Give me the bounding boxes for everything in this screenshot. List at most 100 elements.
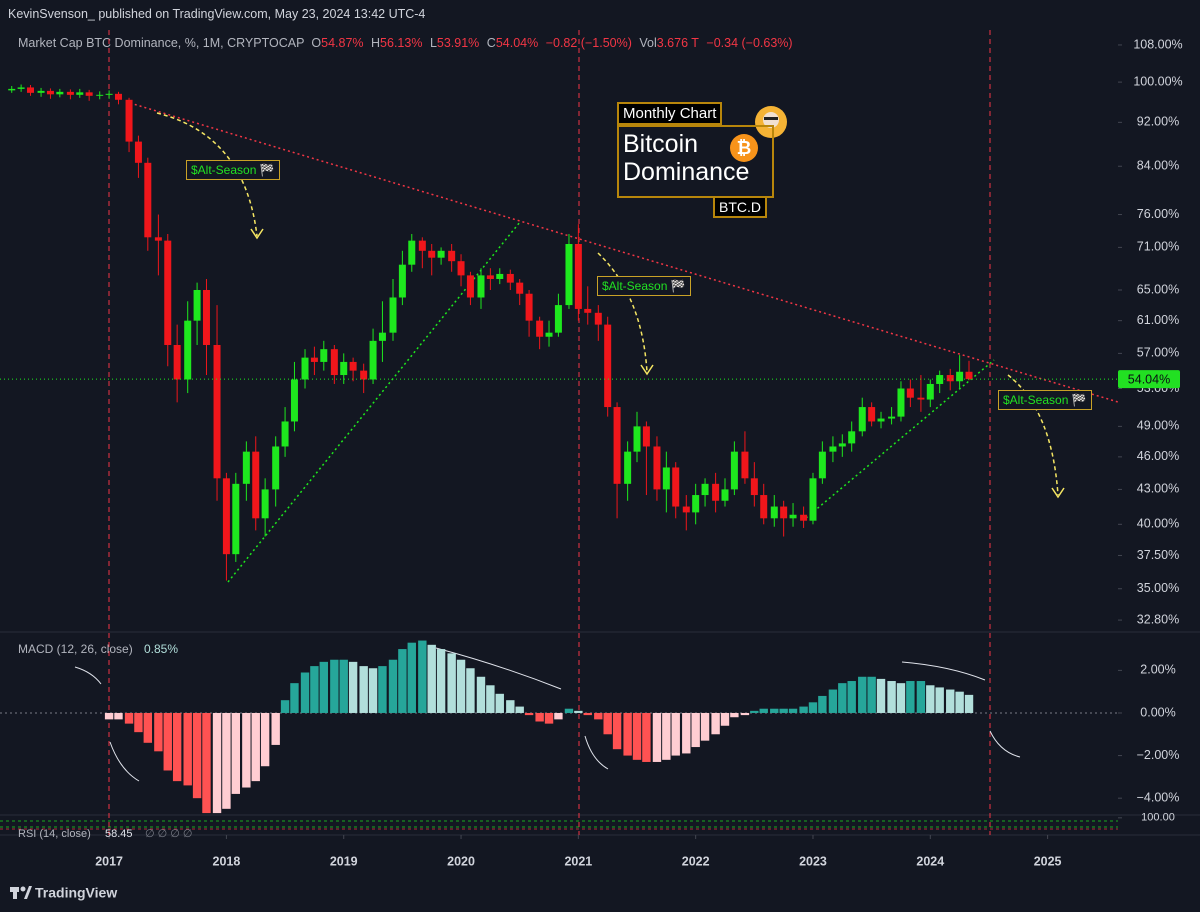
- macd-bar: [730, 712, 739, 718]
- candle-body: [418, 240, 426, 251]
- macd-bar: [319, 661, 328, 713]
- annotation: $Alt-Season 🏁: [998, 390, 1092, 410]
- candle-body: [37, 90, 45, 93]
- arrow: [74, 666, 102, 685]
- macd-bar: [946, 689, 955, 713]
- candle-body: [682, 506, 690, 513]
- macd-bar: [623, 712, 632, 756]
- candle-body: [750, 478, 758, 496]
- macd-bar: [838, 683, 847, 713]
- legend-value: 56.13%: [380, 36, 423, 50]
- candle-body: [56, 91, 64, 95]
- resistance-trendline: [129, 102, 1119, 403]
- rsi-flags: ∅ ∅ ∅ ∅: [145, 828, 193, 840]
- candle-body: [633, 426, 641, 452]
- macd-bar: [388, 659, 398, 713]
- candle-body: [213, 344, 221, 479]
- candle-body: [144, 162, 152, 238]
- y-tick-label: 32.80%: [1137, 612, 1179, 626]
- candle-body: [741, 451, 749, 479]
- macd-bar: [583, 712, 592, 716]
- macd-bar: [222, 712, 231, 809]
- macd-bar: [535, 712, 544, 722]
- candle-body: [281, 421, 289, 447]
- macd-bar: [280, 700, 290, 713]
- macd-bar: [486, 685, 495, 713]
- y-tick-label: 46.00%: [1137, 449, 1179, 463]
- macd-bar: [926, 685, 935, 713]
- macd-bar: [330, 659, 339, 713]
- candle-body: [672, 467, 680, 507]
- candle-body: [46, 90, 54, 95]
- legend-title: Market Cap BTC Dominance, %, 1M, CRYPTOC…: [18, 36, 305, 50]
- macd-bar: [104, 712, 114, 720]
- macd-value: 0.85%: [144, 642, 178, 656]
- candle-body: [917, 397, 925, 400]
- candle-body: [184, 320, 192, 380]
- candle-body: [398, 264, 406, 298]
- candle-body: [320, 349, 328, 362]
- publisher-line: KevinSvenson_ published on TradingView.c…: [8, 7, 426, 21]
- macd-bar: [906, 681, 915, 713]
- macd-bar: [348, 661, 358, 713]
- candle-body: [653, 446, 661, 490]
- candle-body: [389, 297, 397, 333]
- macd-bar: [447, 653, 456, 713]
- macd-bar: [700, 712, 710, 741]
- macd-bar: [564, 708, 574, 713]
- y-tick-label: 49.00%: [1137, 419, 1179, 433]
- candle-body: [701, 483, 709, 496]
- info-tag: Monthly Chart: [617, 102, 723, 125]
- x-tick-label: 2023: [799, 854, 827, 868]
- macd-bar: [290, 683, 299, 713]
- x-tick-label: 2020: [447, 854, 475, 868]
- candle-body: [17, 87, 25, 89]
- macd-bar: [788, 708, 798, 713]
- macd-bar: [779, 708, 788, 713]
- legend-value: 54.04%: [495, 36, 539, 50]
- macd-bar: [691, 712, 700, 748]
- macd-bar: [310, 666, 319, 713]
- candle-body: [525, 293, 533, 321]
- candle-body: [730, 451, 738, 490]
- candle-body: [330, 349, 338, 376]
- macd-bar: [192, 712, 202, 799]
- annotation: $Alt-Season 🏁: [186, 160, 280, 180]
- macd-bar: [212, 712, 222, 814]
- candle-body: [936, 375, 944, 384]
- macd-bar: [495, 693, 504, 713]
- candle-body: [780, 506, 788, 519]
- footer-brand: TradingView: [35, 885, 117, 901]
- macd-bar: [339, 659, 348, 713]
- info-title: Bitcoin Dominance: [617, 125, 774, 198]
- arrow: [109, 741, 140, 782]
- macd-bar: [612, 712, 622, 750]
- macd-bar: [750, 710, 759, 713]
- candle-body: [252, 451, 260, 519]
- macd-bar: [251, 712, 260, 782]
- logo: [13, 887, 17, 899]
- macd-bar: [260, 712, 270, 767]
- macd-bar: [300, 672, 310, 713]
- candle-body: [272, 446, 280, 490]
- candle-body: [369, 340, 377, 380]
- macd-bar: [134, 712, 143, 733]
- legend-value: 53.91%: [436, 36, 480, 50]
- candle-body: [613, 407, 621, 484]
- logo: [20, 886, 26, 892]
- x-tick-label: 2024: [916, 854, 944, 868]
- candle-body: [818, 451, 826, 479]
- x-tick-label: 2025: [1034, 854, 1062, 868]
- rsi-value: 58.45: [105, 828, 133, 840]
- macd-bar: [808, 702, 818, 713]
- candle-body: [66, 91, 74, 95]
- candle-body: [486, 275, 494, 279]
- macd-bar: [183, 712, 192, 786]
- macd-bar: [163, 712, 172, 771]
- candle-body: [584, 308, 592, 313]
- y-tick-label: 61.00%: [1137, 313, 1179, 327]
- macd-bar: [154, 712, 163, 752]
- macd-bar: [876, 678, 886, 713]
- candle-body: [261, 489, 269, 519]
